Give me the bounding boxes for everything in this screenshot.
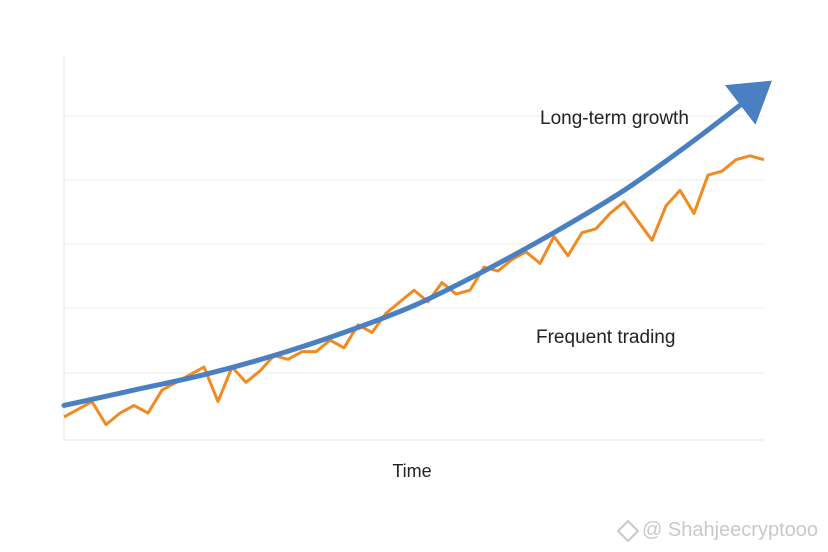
watermark: @ Shahjeecryptooo xyxy=(616,519,818,542)
diamond-logo-icon xyxy=(616,519,640,542)
annotation-long-term-growth: Long-term growth xyxy=(540,108,689,129)
gridlines xyxy=(64,115,764,374)
watermark-text: @ Shahjeecryptooo xyxy=(642,519,818,541)
annotation-frequent-trading: Frequent trading xyxy=(536,327,675,348)
series-line-long-term-growth xyxy=(61,80,772,408)
x-axis-label: Time xyxy=(392,461,431,481)
